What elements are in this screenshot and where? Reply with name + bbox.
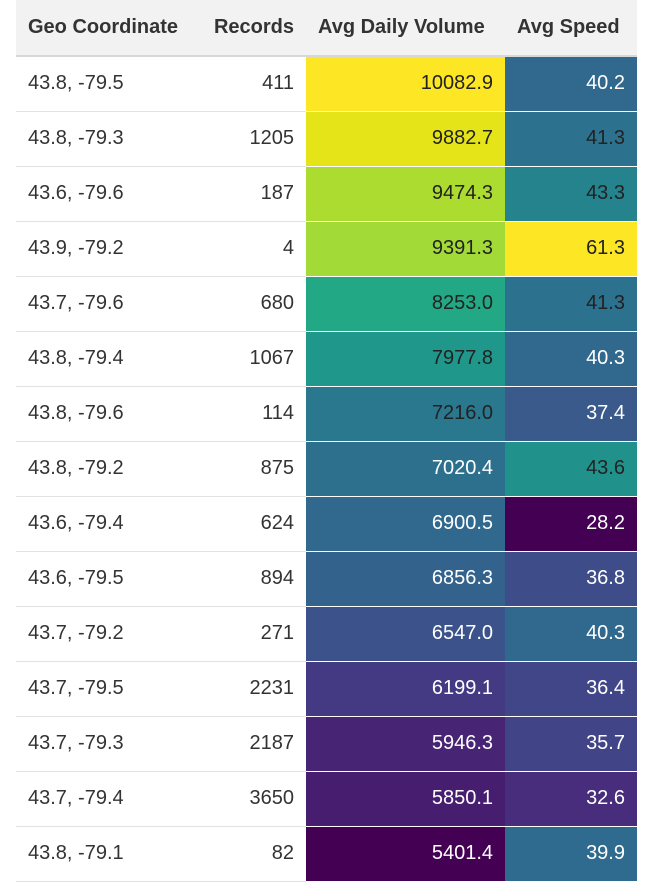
cell-avg-daily-volume: 6900.5 xyxy=(306,496,505,552)
cell-avg-speed: 41.3 xyxy=(505,276,637,332)
cell-records: 4 xyxy=(198,221,306,277)
cell-records: 1205 xyxy=(198,111,306,167)
table-row: 43.8, -79.4 1067 7977.8 40.3 xyxy=(16,331,637,387)
cell-records: 680 xyxy=(198,276,306,332)
cell-records: 3650 xyxy=(198,771,306,827)
cell-avg-speed: 32.6 xyxy=(505,771,637,827)
cell-geo-coordinate: 43.6, -79.4 xyxy=(16,496,198,552)
cell-records: 411 xyxy=(198,56,306,112)
table-row: 43.7, -79.6 680 8253.0 41.3 xyxy=(16,276,637,332)
cell-avg-daily-volume: 8253.0 xyxy=(306,276,505,332)
cell-avg-daily-volume: 6547.0 xyxy=(306,606,505,662)
header-avg-speed[interactable]: Avg Speed xyxy=(505,0,637,57)
cell-geo-coordinate: 43.7, -79.5 xyxy=(16,661,198,717)
cell-records: 187 xyxy=(198,166,306,222)
cell-geo-coordinate: 43.6, -79.6 xyxy=(16,166,198,222)
cell-avg-daily-volume: 7020.4 xyxy=(306,441,505,497)
table-row: 43.9, -79.2 4 9391.3 61.3 xyxy=(16,221,637,277)
cell-geo-coordinate: 43.7, -79.3 xyxy=(16,716,198,772)
cell-avg-speed: 36.8 xyxy=(505,551,637,607)
cell-avg-daily-volume: 9391.3 xyxy=(306,221,505,277)
cell-records: 894 xyxy=(198,551,306,607)
table-row: 43.7, -79.5 2231 6199.1 36.4 xyxy=(16,661,637,717)
table-row: 43.8, -79.2 875 7020.4 43.6 xyxy=(16,441,637,497)
cell-geo-coordinate: 43.7, -79.2 xyxy=(16,606,198,662)
cell-geo-coordinate: 43.9, -79.2 xyxy=(16,221,198,277)
cell-avg-speed: 40.3 xyxy=(505,606,637,662)
cell-avg-speed: 37.4 xyxy=(505,386,637,442)
cell-geo-coordinate: 43.6, -79.5 xyxy=(16,551,198,607)
cell-avg-daily-volume: 7977.8 xyxy=(306,331,505,387)
cell-geo-coordinate: 43.7, -79.4 xyxy=(16,771,198,827)
cell-avg-speed: 41.3 xyxy=(505,111,637,167)
cell-avg-speed: 35.7 xyxy=(505,716,637,772)
table-row: 43.6, -79.5 894 6856.3 36.8 xyxy=(16,551,637,607)
cell-geo-coordinate: 43.8, -79.2 xyxy=(16,441,198,497)
cell-geo-coordinate: 43.7, -79.6 xyxy=(16,276,198,332)
cell-avg-daily-volume: 5946.3 xyxy=(306,716,505,772)
cell-avg-speed: 36.4 xyxy=(505,661,637,717)
table-header-row: Geo Coordinate Records Avg Daily Volume … xyxy=(16,0,637,57)
cell-avg-speed: 28.2 xyxy=(505,496,637,552)
cell-avg-daily-volume: 7216.0 xyxy=(306,386,505,442)
cell-records: 271 xyxy=(198,606,306,662)
cell-avg-daily-volume: 10082.9 xyxy=(306,56,505,112)
cell-avg-daily-volume: 5850.1 xyxy=(306,771,505,827)
cell-avg-daily-volume: 9882.7 xyxy=(306,111,505,167)
cell-avg-speed: 61.3 xyxy=(505,221,637,277)
table-row: 43.8, -79.5 411 10082.9 40.2 xyxy=(16,56,637,112)
cell-records: 875 xyxy=(198,441,306,497)
cell-records: 82 xyxy=(198,826,306,882)
data-table: Geo Coordinate Records Avg Daily Volume … xyxy=(16,0,637,882)
cell-avg-speed: 43.6 xyxy=(505,441,637,497)
table-body: 43.8, -79.5 411 10082.9 40.2 43.8, -79.3 1205… xyxy=(16,56,637,882)
cell-records: 114 xyxy=(198,386,306,442)
table-row: 43.8, -79.6 114 7216.0 37.4 xyxy=(16,386,637,442)
cell-records: 2187 xyxy=(198,716,306,772)
cell-avg-daily-volume: 9474.3 xyxy=(306,166,505,222)
data-table-container: Geo Coordinate Records Avg Daily Volume … xyxy=(16,0,637,882)
cell-geo-coordinate: 43.8, -79.1 xyxy=(16,826,198,882)
table-row: 43.6, -79.4 624 6900.5 28.2 xyxy=(16,496,637,552)
cell-avg-speed: 40.3 xyxy=(505,331,637,387)
table-row: 43.8, -79.1 82 5401.4 39.9 xyxy=(16,826,637,882)
cell-avg-speed: 43.3 xyxy=(505,166,637,222)
cell-geo-coordinate: 43.8, -79.4 xyxy=(16,331,198,387)
cell-geo-coordinate: 43.8, -79.3 xyxy=(16,111,198,167)
table-row: 43.6, -79.6 187 9474.3 43.3 xyxy=(16,166,637,222)
header-records[interactable]: Records xyxy=(198,0,306,57)
cell-avg-daily-volume: 5401.4 xyxy=(306,826,505,882)
cell-records: 1067 xyxy=(198,331,306,387)
table-row: 43.7, -79.3 2187 5946.3 35.7 xyxy=(16,716,637,772)
cell-avg-daily-volume: 6856.3 xyxy=(306,551,505,607)
table-row: 43.8, -79.3 1205 9882.7 41.3 xyxy=(16,111,637,167)
cell-avg-daily-volume: 6199.1 xyxy=(306,661,505,717)
cell-geo-coordinate: 43.8, -79.5 xyxy=(16,56,198,112)
cell-avg-speed: 39.9 xyxy=(505,826,637,882)
header-avg-daily-volume[interactable]: Avg Daily Volume xyxy=(306,0,505,57)
cell-avg-speed: 40.2 xyxy=(505,56,637,112)
cell-records: 2231 xyxy=(198,661,306,717)
cell-geo-coordinate: 43.8, -79.6 xyxy=(16,386,198,442)
cell-records: 624 xyxy=(198,496,306,552)
table-row: 43.7, -79.4 3650 5850.1 32.6 xyxy=(16,771,637,827)
header-geo-coordinate[interactable]: Geo Coordinate xyxy=(16,0,198,57)
table-row: 43.7, -79.2 271 6547.0 40.3 xyxy=(16,606,637,662)
